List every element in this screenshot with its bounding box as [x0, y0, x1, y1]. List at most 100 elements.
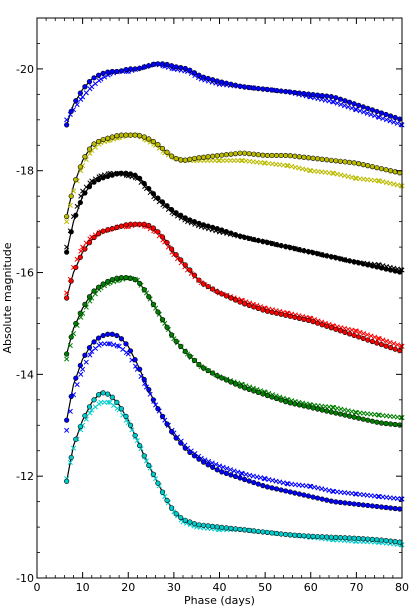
cross-point — [352, 491, 359, 497]
circle-point — [109, 276, 115, 283]
circle-point — [196, 362, 202, 368]
circle-point — [374, 503, 380, 510]
series-line — [66, 332, 403, 510]
circle-point — [91, 141, 97, 147]
circle-point — [127, 422, 134, 428]
circle-point — [214, 524, 220, 530]
circle-point — [132, 221, 138, 227]
circle-point — [64, 351, 70, 357]
circle-point — [68, 193, 74, 199]
cross-point — [64, 244, 70, 250]
cross-point — [227, 157, 234, 164]
circle-point — [246, 302, 252, 308]
circle-point — [319, 496, 325, 502]
x-tick-label: 60 — [304, 581, 318, 594]
circle-point — [132, 132, 138, 138]
circle-point — [342, 535, 348, 541]
circle-point — [118, 336, 125, 342]
circle-point — [168, 429, 175, 435]
circle-point — [132, 276, 138, 283]
circle-point — [228, 525, 234, 531]
cross-point — [391, 341, 397, 347]
circle-point — [356, 161, 362, 167]
circle-point — [246, 84, 252, 91]
cross-point — [64, 356, 70, 362]
circle-point — [369, 536, 375, 542]
circle-point — [123, 413, 129, 419]
circle-point — [301, 492, 307, 498]
cross-point — [387, 339, 393, 345]
circle-point — [141, 376, 147, 383]
circle-point — [223, 377, 229, 383]
cross-point — [208, 157, 214, 164]
circle-point — [168, 153, 175, 159]
circle-point — [301, 90, 307, 97]
circle-point — [337, 96, 344, 102]
circle-point — [287, 489, 293, 495]
circle-point — [196, 522, 202, 528]
cross-point — [254, 474, 260, 480]
circle-point — [146, 294, 152, 300]
circle-point — [387, 345, 394, 351]
circle-point — [292, 153, 298, 159]
cross-point — [349, 105, 355, 111]
circle-point — [305, 404, 312, 410]
circle-point — [310, 494, 316, 500]
circle-point — [155, 142, 161, 148]
circle-point — [351, 101, 357, 107]
circle-point — [105, 331, 111, 337]
circle-point — [105, 391, 111, 397]
circle-point — [264, 529, 271, 536]
circle-point — [360, 162, 366, 168]
circle-point — [278, 88, 284, 94]
circle-point — [114, 275, 120, 281]
circle-point — [182, 348, 188, 355]
circle-point — [196, 277, 202, 283]
circle-point — [337, 534, 344, 541]
circle-point — [77, 362, 83, 369]
circle-point — [251, 388, 257, 394]
cross-point — [284, 481, 290, 487]
circle-point — [237, 383, 243, 389]
circle-point — [127, 348, 134, 354]
cross-point — [292, 164, 298, 170]
circle-point — [328, 498, 334, 504]
cross-point — [247, 472, 253, 478]
circle-point — [191, 272, 198, 278]
circle-point — [273, 530, 280, 537]
cross-point — [341, 103, 348, 109]
plot-frame — [36, 17, 403, 579]
circle-point — [182, 215, 188, 221]
circle-point — [278, 531, 284, 537]
cross-point — [78, 314, 84, 320]
circle-point — [64, 249, 70, 255]
circle-point — [210, 153, 216, 159]
circle-point — [237, 233, 243, 239]
cross-point — [331, 170, 337, 176]
circle-point — [137, 133, 143, 139]
cross-point — [361, 109, 367, 115]
circle-point — [324, 253, 330, 259]
circle-point — [105, 135, 111, 141]
circle-point — [82, 190, 88, 196]
circle-point — [68, 278, 74, 284]
circle-point — [137, 280, 143, 286]
circle-point — [369, 263, 375, 269]
circle-point — [356, 415, 362, 421]
circle-point — [205, 223, 211, 229]
cross-point — [376, 178, 382, 184]
cross-point — [277, 479, 283, 485]
circle-point — [228, 295, 234, 301]
circle-point — [342, 412, 348, 418]
circle-point — [360, 104, 366, 110]
circle-point — [392, 505, 398, 512]
circle-point — [141, 134, 147, 140]
cross-point — [380, 115, 386, 122]
circle-point — [109, 68, 115, 75]
cross-point — [64, 427, 70, 433]
circle-point — [219, 524, 225, 530]
circle-point — [109, 226, 115, 232]
series-line — [66, 172, 403, 274]
circle-point — [392, 114, 398, 121]
circle-point — [228, 379, 234, 385]
